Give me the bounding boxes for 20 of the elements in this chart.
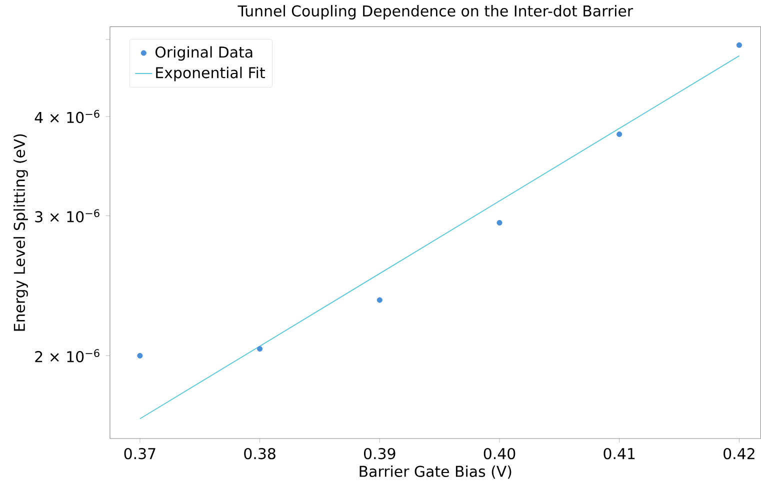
- x-tick-label: 0.42: [724, 448, 754, 460]
- chart-title: Tunnel Coupling Dependence on the Inter-dot Barrier: [238, 4, 634, 20]
- x-tick-label: 0.39: [364, 448, 396, 460]
- point: [257, 346, 263, 352]
- point: [137, 352, 143, 358]
- y-tick-label: 3 × 10$^{−6}$: [35, 208, 100, 222]
- legend-label: Exponential Fit: [156, 66, 265, 81]
- y-tick-label: 2 × 10$^{−6}$: [35, 348, 100, 362]
- x-axis-title: Barrier Gate Bias (V): [360, 465, 512, 479]
- x-tick-label: 0.38: [244, 448, 276, 460]
- x-tick-label: 0.40: [484, 448, 516, 460]
- y-axis-title: Energy Level Splitting (eV): [13, 134, 28, 330]
- x-tick-label: 0.37: [124, 448, 156, 460]
- point: [616, 131, 622, 137]
- y-tick-label: 4 × 10$^{−6}$: [34, 110, 100, 123]
- legend-label: Original Data: [156, 46, 252, 60]
- point: [376, 297, 382, 303]
- x-tick-label: 0.41: [604, 448, 635, 460]
- point: [736, 42, 742, 48]
- point: [496, 220, 502, 226]
